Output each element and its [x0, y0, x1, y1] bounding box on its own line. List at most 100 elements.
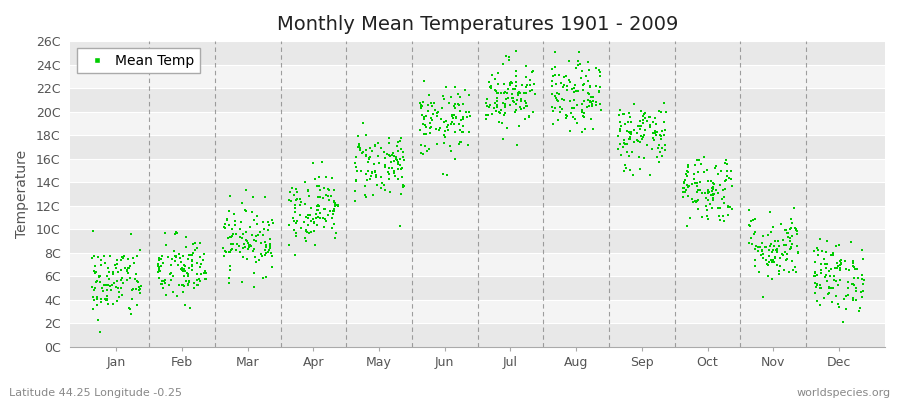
Point [778, 248, 792, 255]
Point [627, 100, 642, 107]
Point [490, 97, 504, 104]
Point [93, 279, 107, 285]
Point [761, 246, 776, 253]
Point [249, 259, 264, 265]
Point [440, 171, 454, 178]
Point [817, 256, 832, 262]
Point [633, 166, 647, 172]
Point [571, 62, 585, 68]
Point [551, 98, 565, 105]
Point [643, 124, 657, 130]
Point [302, 188, 316, 194]
Point [348, 160, 363, 166]
Point [177, 268, 192, 274]
Point [521, 114, 535, 120]
Point [300, 229, 314, 235]
Point [186, 285, 201, 291]
Point [311, 174, 326, 180]
Point [288, 252, 302, 258]
Point [421, 107, 436, 114]
Bar [70, 159, 885, 182]
Point [190, 245, 204, 251]
Point [708, 165, 723, 172]
Point [521, 113, 535, 119]
Point [356, 150, 370, 157]
Point [811, 246, 825, 253]
Bar [70, 41, 885, 65]
Point [748, 216, 762, 222]
Point [653, 133, 668, 140]
Point [128, 276, 142, 282]
Point [179, 270, 194, 276]
Point [646, 118, 661, 125]
Point [772, 242, 787, 249]
Point [616, 144, 630, 150]
Point [455, 129, 470, 135]
Point [716, 213, 730, 219]
Point [182, 279, 196, 286]
Point [432, 127, 446, 133]
Point [177, 273, 192, 279]
Point [183, 278, 197, 284]
Point [359, 176, 374, 183]
Point [290, 218, 304, 225]
Point [302, 186, 316, 193]
Point [390, 157, 404, 164]
Point [371, 153, 385, 160]
Point [575, 129, 590, 136]
Point [382, 134, 396, 141]
Point [313, 194, 328, 200]
Point [759, 244, 773, 250]
Point [841, 285, 855, 292]
Point [580, 89, 595, 96]
Point [855, 276, 869, 282]
Point [151, 261, 166, 268]
Point [132, 247, 147, 253]
Point [713, 204, 727, 211]
Point [328, 235, 342, 242]
Point [386, 153, 400, 159]
Point [306, 160, 320, 166]
Bar [70, 300, 885, 324]
Point [752, 243, 766, 250]
Point [829, 242, 843, 249]
Point [623, 134, 637, 140]
Point [810, 245, 824, 251]
Point [287, 192, 302, 198]
Point [624, 130, 638, 137]
Point [122, 262, 137, 269]
Point [813, 282, 827, 288]
Point [328, 187, 342, 194]
Point [232, 243, 247, 249]
Point [554, 104, 568, 110]
Point [247, 284, 261, 290]
Point [352, 143, 366, 149]
Point [582, 83, 597, 90]
Point [617, 120, 632, 127]
Point [514, 98, 528, 104]
Point [363, 145, 377, 151]
Point [611, 146, 625, 153]
Point [826, 251, 841, 258]
Point [363, 154, 377, 160]
Point [264, 250, 278, 256]
Point [354, 168, 368, 174]
Point [769, 247, 783, 253]
Point [593, 101, 608, 107]
Point [706, 184, 720, 190]
Point [577, 81, 591, 87]
Point [289, 230, 303, 236]
Point [678, 185, 692, 191]
Point [562, 98, 577, 104]
Point [181, 282, 195, 288]
Point [767, 242, 781, 249]
Point [167, 258, 182, 264]
Point [567, 96, 581, 103]
Point [591, 88, 606, 94]
Point [613, 107, 627, 113]
Point [623, 129, 637, 136]
Point [194, 261, 208, 268]
Point [770, 248, 785, 255]
Point [266, 217, 280, 223]
Point [328, 201, 342, 208]
